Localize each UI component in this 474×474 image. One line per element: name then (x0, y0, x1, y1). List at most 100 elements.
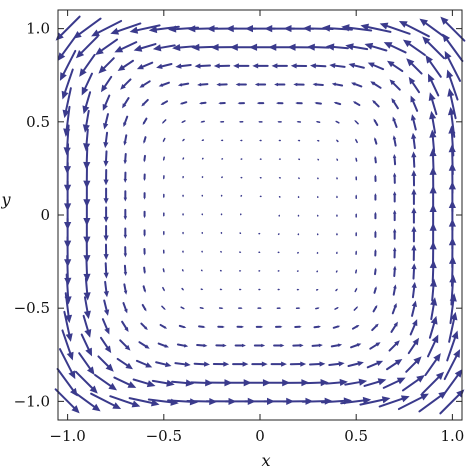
field-arrow (259, 195, 262, 198)
field-arrow (142, 285, 146, 293)
field-arrow (392, 247, 397, 259)
field-arrow (103, 206, 109, 223)
field-arrow (333, 101, 342, 106)
field-arrow (355, 157, 358, 162)
field-arrow (180, 306, 185, 310)
field-arrow (103, 131, 109, 149)
field-arrow (182, 176, 184, 179)
field-arrow (103, 243, 109, 260)
field-arrow (392, 209, 397, 222)
field-arrow (56, 367, 78, 397)
field-arrow (143, 248, 146, 256)
field-arrow (200, 269, 203, 272)
field-arrow (102, 94, 111, 111)
field-arrow (143, 266, 146, 275)
field-arrow (83, 184, 91, 208)
field-arrow (63, 310, 73, 342)
field-arrow (220, 158, 224, 160)
field-arrow (199, 307, 205, 310)
field-arrow (316, 139, 320, 142)
field-arrow (248, 379, 271, 387)
field-arrow (162, 268, 165, 273)
field-arrow (378, 395, 410, 408)
field-arrow (277, 251, 280, 254)
field-arrow (258, 251, 261, 254)
field-arrow (142, 117, 148, 126)
field-arrow (254, 82, 267, 87)
field-arrow (309, 361, 326, 367)
field-arrow (374, 230, 377, 238)
field-arrow (103, 224, 109, 242)
field-arrow (406, 58, 423, 75)
field-arrow (374, 174, 377, 182)
field-arrow (143, 136, 147, 144)
field-arrow (190, 379, 214, 387)
field-arrow (329, 63, 346, 69)
field-arrow (397, 393, 429, 411)
field-arrow (355, 231, 357, 237)
field-arrow (239, 139, 243, 142)
field-arrow (298, 177, 300, 180)
field-arrow (411, 188, 417, 206)
y-tick-label: 0.5 (26, 113, 50, 131)
field-arrow (441, 368, 463, 398)
field-arrow (240, 176, 243, 179)
field-arrow (163, 175, 165, 180)
field-arrow (401, 375, 425, 392)
field-arrow (238, 121, 244, 123)
field-arrow (392, 191, 397, 203)
field-arrow (355, 250, 357, 255)
field-arrow (297, 195, 300, 199)
field-arrow (191, 43, 215, 51)
field-arrow (448, 311, 458, 343)
field-arrow (315, 120, 321, 123)
field-arrow (296, 121, 302, 123)
field-arrow (83, 165, 91, 189)
field-arrow (201, 139, 204, 142)
field-arrow (123, 227, 128, 239)
field-arrow (258, 288, 261, 291)
x-tick-label: 0 (255, 427, 265, 445)
field-arrow (355, 175, 358, 181)
field-arrow (80, 333, 92, 357)
field-arrow (162, 286, 165, 292)
field-arrow (270, 361, 287, 367)
field-arrow (347, 361, 364, 367)
field-arrow (389, 79, 401, 91)
field-arrow (294, 325, 302, 328)
field-arrow (61, 68, 74, 100)
field-arrow (373, 286, 377, 294)
field-arrow (419, 18, 448, 40)
field-arrow (355, 138, 358, 144)
field-arrow (411, 132, 417, 150)
field-arrow (363, 378, 387, 387)
field-arrow (277, 288, 281, 291)
x-axis-ticks: −1.0 −0.5 0 0.5 1.0 (49, 10, 464, 445)
field-arrow (90, 392, 122, 410)
field-arrow (428, 73, 440, 97)
field-arrow (82, 314, 92, 338)
field-arrow (374, 211, 377, 220)
field-arrow (385, 358, 403, 371)
field-arrow (75, 35, 99, 59)
field-arrow (312, 82, 324, 87)
field-arrow (249, 43, 272, 51)
field-arrow (256, 102, 265, 105)
field-arrow (297, 214, 300, 217)
field-arrow (210, 43, 234, 51)
field-arrow (330, 343, 343, 348)
field-arrow (213, 63, 231, 69)
field-arrow (239, 251, 242, 253)
field-arrow (220, 194, 223, 197)
field-arrow (332, 325, 341, 329)
field-arrow (379, 22, 411, 35)
field-arrow (233, 63, 250, 69)
field-arrow (251, 361, 268, 367)
field-arrow (411, 207, 417, 224)
field-arrow (182, 250, 184, 254)
field-arrow (58, 348, 76, 380)
field-arrow (278, 158, 281, 160)
field-arrow (328, 361, 345, 367)
field-arrow (443, 349, 461, 381)
field-arrow (355, 213, 357, 218)
